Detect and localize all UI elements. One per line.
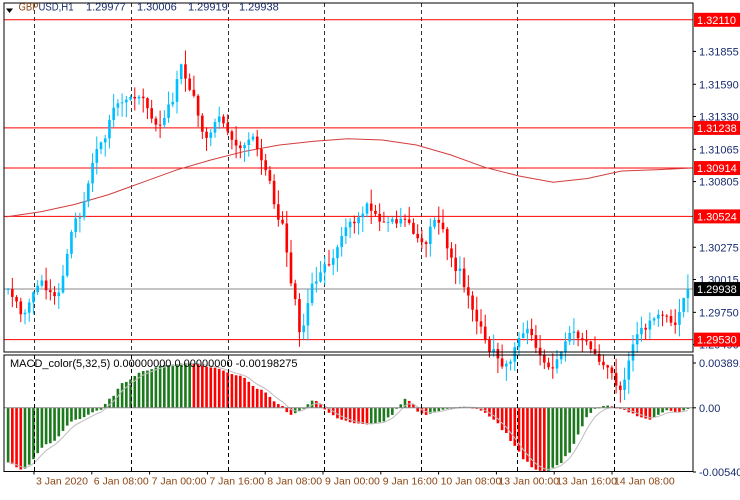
svg-text:1.31065: 1.31065: [699, 144, 739, 156]
svg-text:1.30275: 1.30275: [699, 242, 739, 254]
svg-text:USD,H1: USD,H1: [39, 2, 74, 14]
svg-text:-0.005404: -0.005404: [699, 467, 740, 479]
svg-text:13 Jan 16:00: 13 Jan 16:00: [556, 476, 617, 488]
svg-text:10 Jan 08:00: 10 Jan 08:00: [441, 476, 502, 488]
svg-text:14 Jan 08:00: 14 Jan 08:00: [614, 476, 675, 488]
svg-text:1.30805: 1.30805: [699, 177, 739, 189]
svg-text:1.29750: 1.29750: [699, 307, 739, 319]
svg-text:13 Jan 00:00: 13 Jan 00:00: [498, 476, 559, 488]
svg-text:1.29977: 1.29977: [86, 2, 126, 14]
svg-text:7 Jan 16:00: 7 Jan 16:00: [209, 476, 264, 488]
svg-text:9 Jan 16:00: 9 Jan 16:00: [383, 476, 438, 488]
svg-text:1.29530: 1.29530: [697, 335, 737, 347]
svg-text:GBP: GBP: [19, 2, 39, 14]
svg-text:1.29919: 1.29919: [188, 2, 228, 14]
svg-text:1.30914: 1.30914: [697, 163, 737, 175]
svg-text:1.30006: 1.30006: [137, 2, 177, 14]
svg-text:9 Jan 00:00: 9 Jan 00:00: [325, 476, 380, 488]
svg-text:1.32110: 1.32110: [697, 15, 736, 27]
svg-text:7 Jan 00:00: 7 Jan 00:00: [152, 476, 207, 488]
svg-text:1.31855: 1.31855: [699, 46, 739, 58]
svg-text:1.29938: 1.29938: [239, 2, 279, 14]
svg-text:1.31238: 1.31238: [697, 123, 737, 135]
svg-text:1.29938: 1.29938: [697, 284, 737, 296]
svg-text:8 Jan 08:00: 8 Jan 08:00: [267, 476, 322, 488]
svg-text:1.31590: 1.31590: [699, 79, 739, 91]
svg-text:0.0038913: 0.0038913: [699, 358, 740, 370]
svg-text:3 Jan 2020: 3 Jan 2020: [36, 476, 88, 488]
svg-text:MACD_color(5,32,5) 0.00000000: MACD_color(5,32,5) 0.00000000 0.00000000…: [10, 358, 297, 370]
svg-text:1.30524: 1.30524: [697, 211, 737, 223]
svg-text:0.00: 0.00: [699, 403, 720, 415]
svg-text:6 Jan 08:00: 6 Jan 08:00: [94, 476, 149, 488]
